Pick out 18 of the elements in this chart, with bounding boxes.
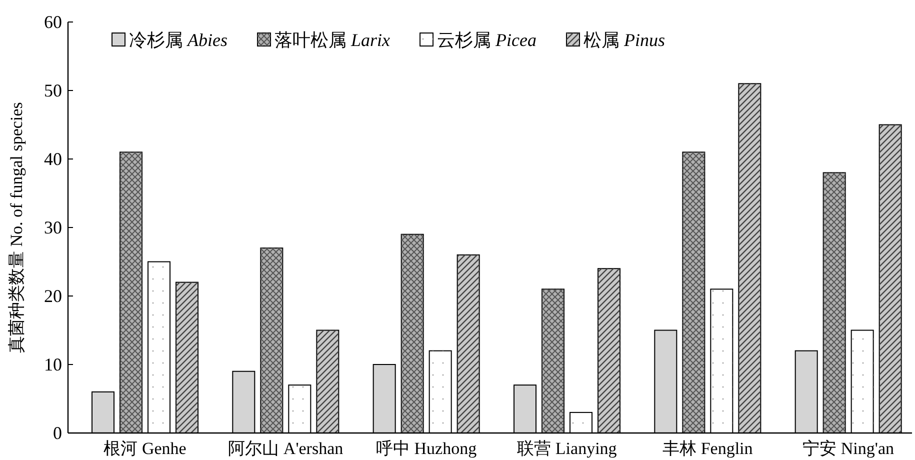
legend-label: 松属 Pinus: [584, 30, 666, 50]
x-tick-label: 根河 Genhe: [104, 439, 186, 458]
y-tick-label: 30: [44, 218, 62, 238]
y-tick-label: 50: [44, 80, 62, 100]
x-tick-label: 阿尔山 A'ershan: [228, 439, 344, 458]
x-tick-label: 联营 Lianying: [517, 439, 618, 458]
legend-label: 冷杉属 Abies: [129, 30, 228, 50]
x-tick-label: 宁安 Ning'an: [802, 439, 895, 458]
y-axis-title: 真菌种类数量 No. of fungal species: [7, 102, 26, 353]
legend-label: 落叶松属 Larix: [274, 30, 390, 50]
y-tick-label: 0: [53, 423, 62, 443]
y-tick-label: 60: [44, 12, 62, 32]
y-tick-label: 10: [44, 354, 62, 374]
x-tick-label: 呼中 Huzhong: [376, 439, 478, 458]
x-tick-label: 丰林 Fenglin: [662, 439, 754, 458]
legend-label: 云杉属 Picea: [437, 30, 536, 50]
y-tick-label: 40: [44, 149, 62, 169]
y-tick-label: 20: [44, 286, 62, 306]
